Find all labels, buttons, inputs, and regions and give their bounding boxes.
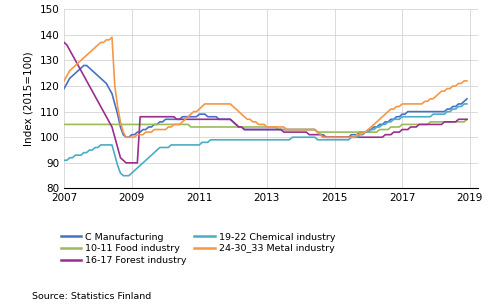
Text: Source: Statistics Finland: Source: Statistics Finland [32,292,151,302]
Legend: C Manufacturing, 10-11 Food industry, 16-17 Forest industry, 19-22 Chemical indu: C Manufacturing, 10-11 Food industry, 16… [61,233,335,265]
Y-axis label: Index (2015=100): Index (2015=100) [24,51,34,146]
